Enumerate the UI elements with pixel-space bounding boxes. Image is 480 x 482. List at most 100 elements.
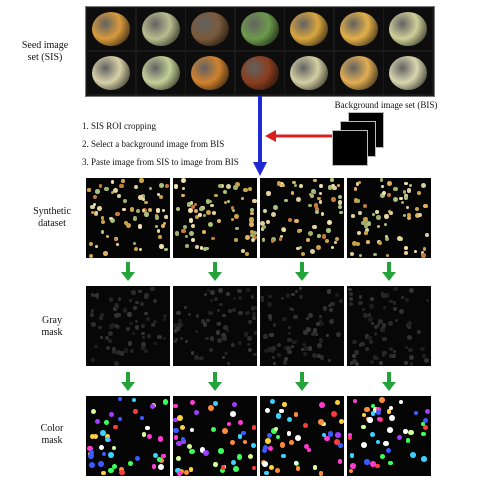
seed-dot: [387, 209, 392, 214]
seed-dot: [387, 192, 392, 197]
seed-dot: [303, 345, 308, 351]
seed-dot: [271, 211, 276, 217]
seed-dot: [250, 211, 254, 216]
seed-dot: [217, 322, 221, 326]
seed-dot: [87, 188, 91, 192]
seed-dot: [347, 432, 352, 437]
seed-dot: [140, 194, 146, 199]
seed-dot: [365, 346, 370, 351]
seed-dot: [104, 187, 109, 192]
seed-dot: [308, 193, 312, 197]
seed-dot: [109, 324, 114, 329]
seed-dot: [205, 210, 211, 216]
seed-dot: [270, 428, 277, 435]
seed-dot: [122, 199, 127, 204]
seed-dot: [250, 233, 255, 238]
seed-dot: [146, 334, 152, 339]
seed-dot: [402, 190, 407, 194]
seed-dot: [157, 334, 162, 340]
seed-dot: [210, 426, 216, 432]
seed-dot: [295, 465, 301, 471]
seed-dot: [94, 344, 98, 349]
seed-dot: [387, 180, 392, 186]
seed: [290, 12, 328, 46]
seed-dot: [358, 300, 363, 306]
seed-dot: [126, 327, 131, 331]
seed-dot: [267, 445, 273, 451]
seed-dot: [115, 350, 121, 356]
seed-dot: [316, 245, 321, 251]
seed-dot: [250, 295, 254, 299]
seed-dot: [287, 349, 293, 355]
seed-dot: [316, 342, 322, 348]
seed-dot: [209, 348, 213, 352]
seed-dot: [312, 328, 318, 333]
seed-dot: [150, 286, 155, 292]
seed-dot: [156, 457, 162, 462]
seed-dot: [271, 346, 276, 351]
seed-dot: [358, 210, 363, 215]
seed-dot: [248, 453, 254, 460]
seed-dot: [138, 289, 143, 294]
seed-dot: [188, 207, 193, 213]
seed-dot: [146, 317, 151, 322]
seed-dot: [224, 352, 228, 356]
seed-dot: [420, 346, 425, 352]
seed-dot: [302, 423, 308, 429]
seed-dot: [230, 459, 237, 466]
gray-label-line2: mask: [41, 327, 63, 338]
seed-dot: [279, 235, 283, 239]
seed-dot: [253, 331, 257, 335]
seed-dot: [124, 349, 128, 353]
seed-dot: [331, 183, 336, 188]
seed-dot: [364, 231, 368, 235]
seed-dot: [404, 297, 410, 303]
seed-dot: [287, 337, 292, 343]
step-3: 3. Paste image from SIS to image from BI…: [82, 157, 239, 167]
seed-dot: [105, 335, 110, 340]
seed-dot: [358, 343, 363, 348]
seed-dot: [223, 200, 228, 205]
seed: [389, 12, 427, 46]
seed-dot: [404, 182, 408, 186]
seed-dot: [283, 356, 289, 361]
seed-dot: [356, 230, 362, 236]
seed-dot: [250, 229, 255, 234]
seed-dot: [384, 214, 389, 219]
seed-dot: [291, 292, 295, 297]
seed-dot: [176, 440, 182, 447]
seed-dot: [130, 349, 135, 354]
gray-mask-label: Gray mask: [18, 315, 86, 339]
seed-dot: [353, 187, 358, 191]
seed-dot: [380, 192, 386, 198]
seed-dot: [93, 203, 97, 207]
seed-dot: [326, 228, 331, 233]
seed-dot: [352, 398, 358, 403]
seed-dot: [370, 461, 376, 467]
seed-dot: [201, 229, 206, 234]
seed-dot: [377, 318, 383, 324]
seed-dot: [249, 216, 254, 222]
synthetic-image: [173, 178, 257, 258]
seed-dot: [235, 227, 239, 231]
seed-dot: [139, 415, 144, 421]
seed-dot: [141, 345, 146, 351]
seed-dot: [271, 349, 275, 353]
color-mask-image: [173, 396, 257, 476]
seed-dot: [100, 429, 107, 436]
seed-dot: [367, 313, 372, 317]
seed-dot: [264, 349, 269, 354]
seed-dot: [415, 206, 420, 211]
seed-dot: [313, 190, 317, 194]
seed-dot: [413, 411, 419, 416]
seed-dot: [90, 204, 96, 210]
seed-dot: [162, 209, 166, 213]
seed-dot: [173, 435, 179, 440]
seed-image: [384, 8, 432, 50]
seed-dot: [189, 399, 195, 405]
seed-dot: [424, 409, 431, 415]
seed-dot: [94, 293, 99, 298]
seed-dot: [99, 316, 104, 321]
seed-dot: [381, 353, 385, 357]
seed-dot: [331, 197, 336, 202]
